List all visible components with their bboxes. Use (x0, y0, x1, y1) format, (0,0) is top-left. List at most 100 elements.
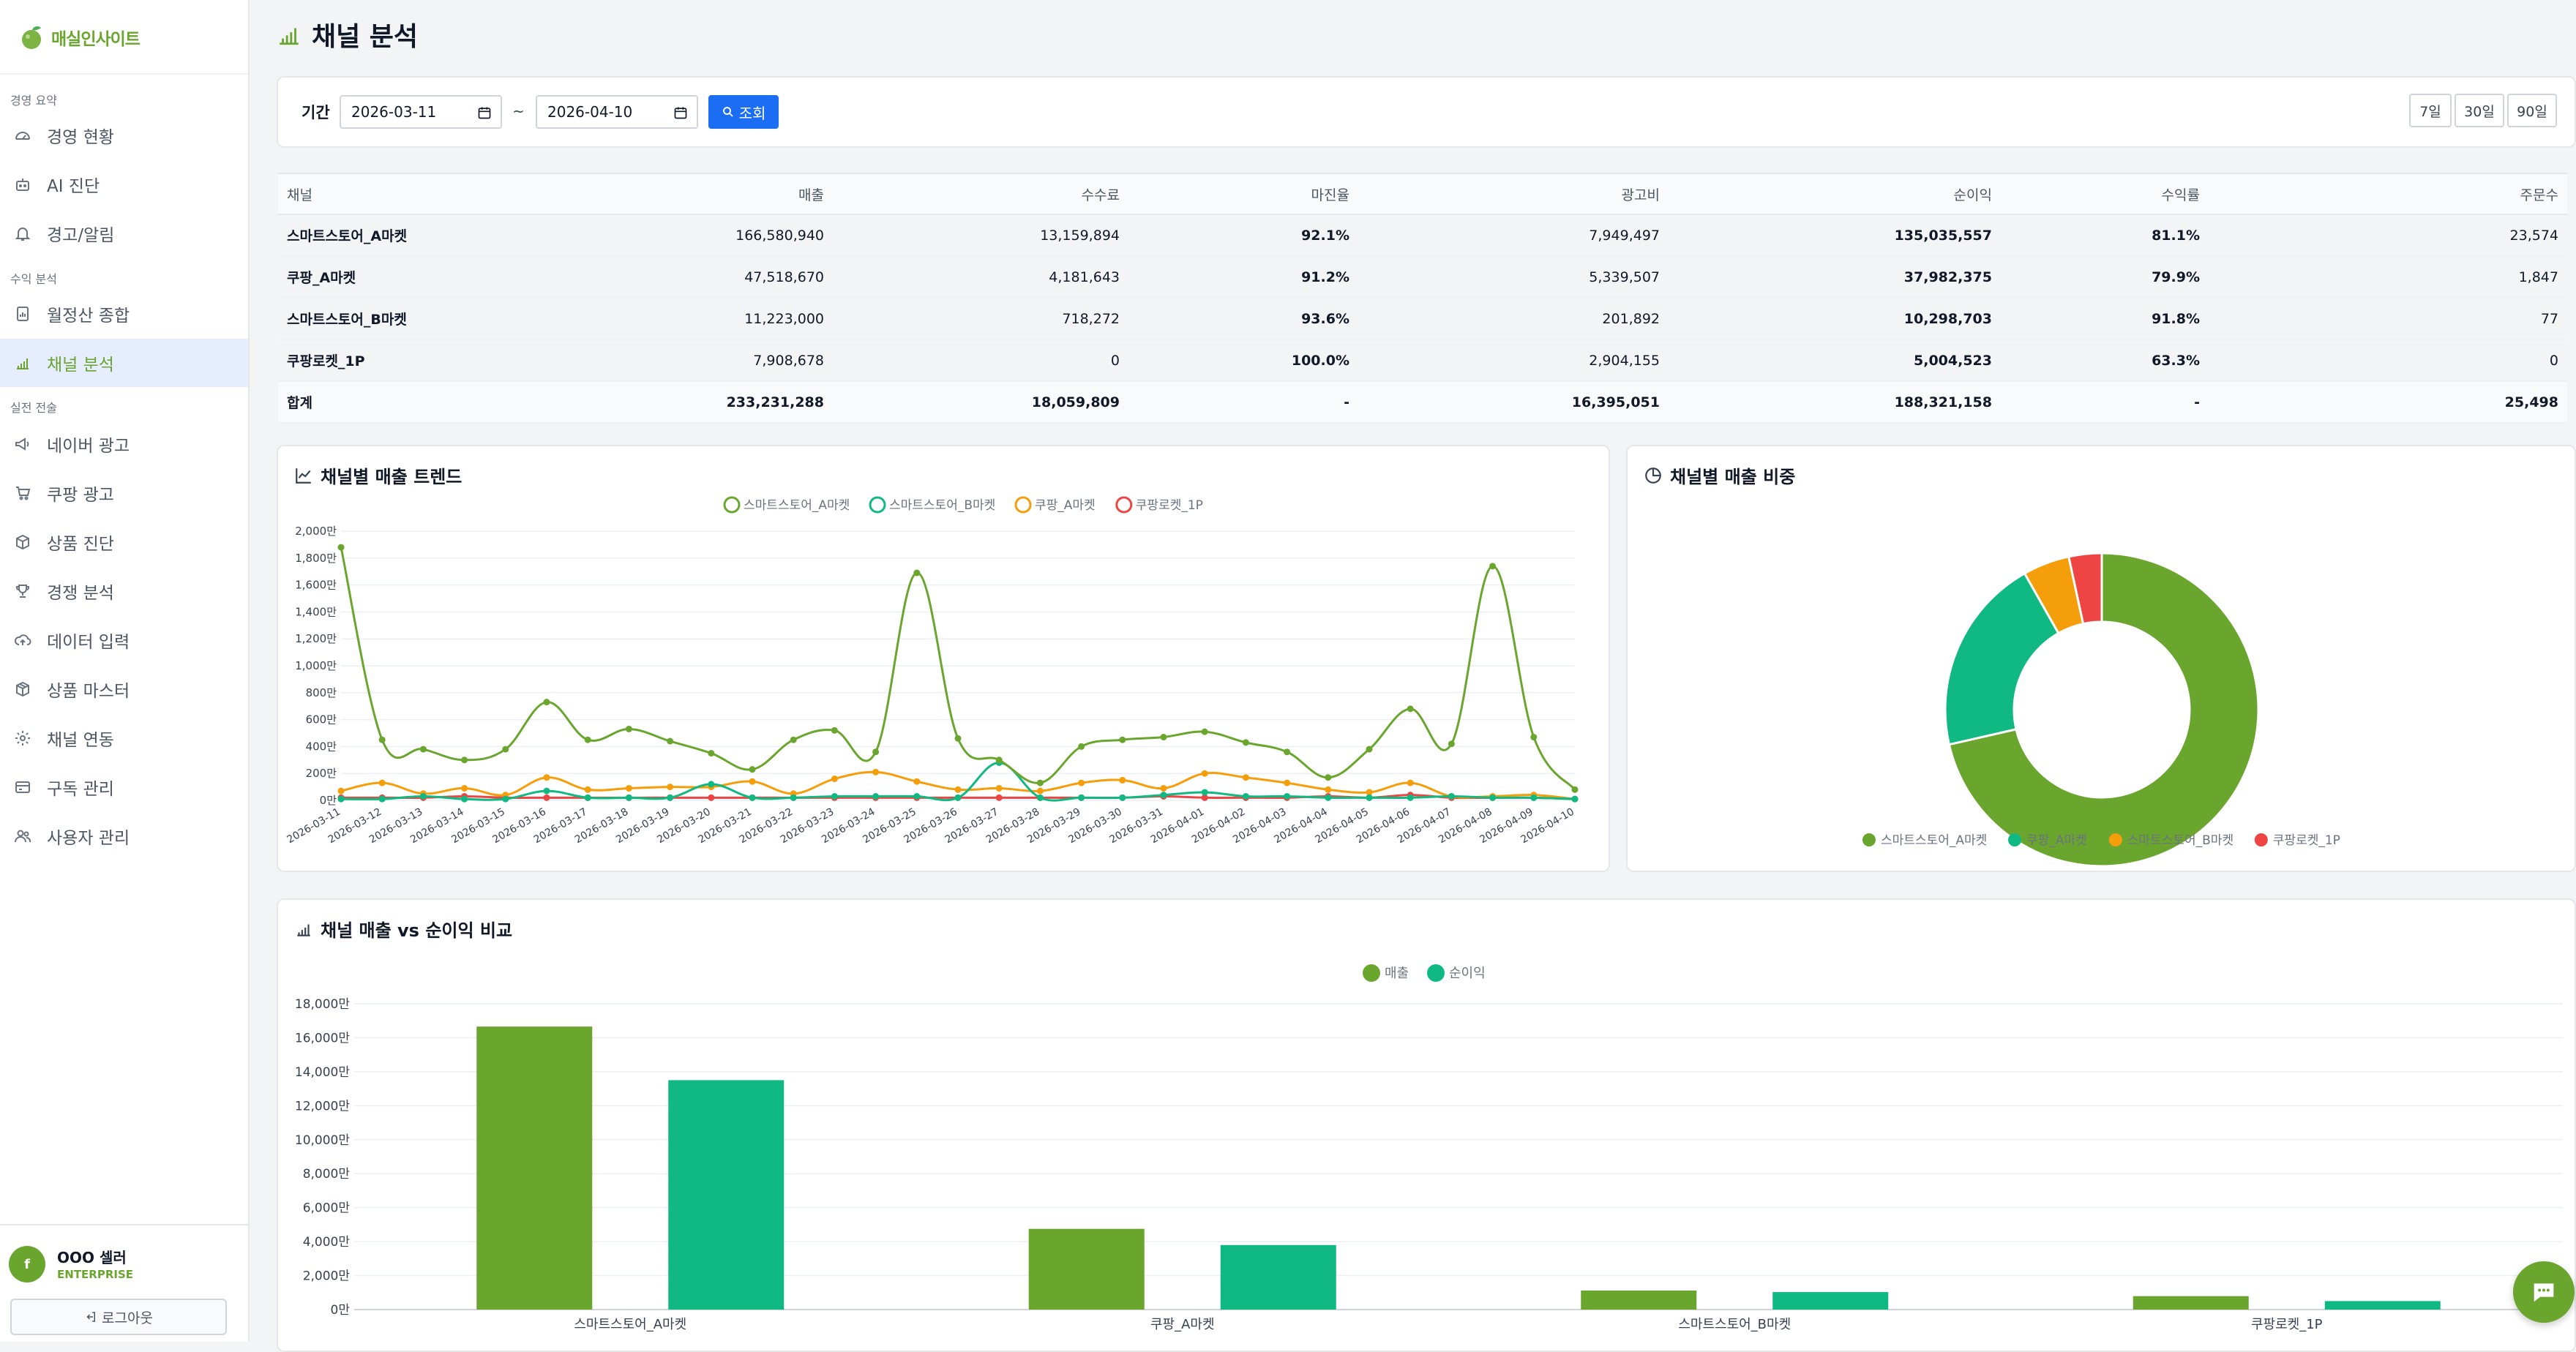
trend-chart-card: 채널별 매출 트렌드 스마트스토어_A마켓 스마트스토어_B마켓 쿠팡_A마켓 쿠팡로… (277, 445, 1610, 872)
sidebar-item-product-diagnosis[interactable]: 상품 진단 (0, 518, 248, 566)
cell-ad-cost: 2,904,155 (1358, 339, 1669, 382)
data-point (954, 735, 962, 742)
end-date-input[interactable]: 2026-04-10 (536, 95, 698, 129)
period-90d-button[interactable]: 90일 (2507, 94, 2557, 127)
col-header: 채널 (278, 173, 574, 215)
app-logo[interactable]: 매실인사이트 (19, 20, 141, 54)
user-box: f OOO 셀러 ENTERPRISE 로그아웃 (0, 1224, 248, 1335)
bar-chart-icon (297, 924, 310, 936)
col-header: 광고비 (1358, 173, 1669, 215)
period-7d-button[interactable]: 7일 (2409, 94, 2452, 127)
data-point (584, 736, 591, 743)
data-point (502, 746, 509, 753)
cloud-upload-icon (13, 631, 32, 650)
sidebar-item-overview[interactable]: 경영 현황 (0, 111, 248, 159)
data-point (625, 794, 632, 801)
date-separator: ~ (512, 102, 525, 120)
sidebar-item-channel-link[interactable]: 채널 연동 (0, 714, 248, 762)
cell-orders: 0 (2209, 339, 2567, 382)
sidebar-item-label: 사용자 관리 (47, 829, 130, 848)
y-tick-label: 16,000만 (295, 1031, 350, 1045)
nav-section-title: 경영 요약 (10, 94, 57, 108)
bar (1220, 1244, 1336, 1310)
cell-net-profit: 10,298,703 (1669, 298, 2001, 340)
pie-slice (1944, 571, 2060, 746)
cell-total-profit-rate: - (2001, 380, 2209, 424)
data-point (1160, 792, 1167, 799)
cell-margin: 91.2% (1128, 256, 1358, 298)
data-point (913, 792, 921, 800)
legend-label: 스마트스토어_A마켓 (1881, 833, 1987, 848)
sidebar-item-competition[interactable]: 경쟁 분석 (0, 567, 248, 615)
bar-chart-icon (280, 28, 299, 45)
data-point (1119, 776, 1126, 784)
cell-total-revenue: 233,231,288 (574, 380, 833, 424)
sidebar-item-alerts[interactable]: 경고/알림 (0, 209, 248, 258)
chat-button[interactable] (2513, 1261, 2575, 1323)
cell-profit-rate: 79.9% (2001, 256, 2209, 298)
sidebar-item-ai-diagnosis[interactable]: AI 진단 (0, 160, 248, 209)
cell-revenue: 47,518,670 (574, 256, 833, 298)
y-tick-label: 2,000만 (295, 525, 337, 538)
calendar-icon (478, 107, 491, 119)
sidebar-item-product-master[interactable]: 상품 마스터 (0, 665, 248, 713)
y-tick-label: 18,000만 (295, 997, 350, 1012)
bar (1028, 1228, 1145, 1310)
data-point (1530, 734, 1538, 741)
sidebar-item-coupang-ads[interactable]: 쿠팡 광고 (0, 469, 248, 517)
data-point (1530, 794, 1538, 801)
data-point (419, 746, 427, 753)
sidebar-item-label: 상품 마스터 (47, 682, 130, 701)
start-date-input[interactable]: 2026-03-11 (340, 95, 502, 129)
data-point (461, 784, 468, 792)
y-tick-label: 1,800만 (295, 552, 337, 565)
users-icon (13, 827, 32, 846)
sidebar-item-subscription[interactable]: 구독 관리 (0, 763, 248, 811)
sidebar-item-monthly[interactable]: 월정산 종합 (0, 290, 248, 338)
sidebar-item-channel-analysis[interactable]: 채널 분석 (0, 339, 248, 387)
data-point (1571, 795, 1579, 803)
sidebar-item-data-input[interactable]: 데이터 입력 (0, 616, 248, 664)
cell-fee: 4,181,643 (833, 256, 1128, 298)
y-tick-label: 200만 (306, 767, 337, 780)
cell-profit-rate: 63.3% (2001, 339, 2209, 382)
data-point (708, 794, 715, 801)
sidebar-item-label: 경고/알림 (47, 226, 115, 245)
data-point (1366, 794, 1373, 801)
data-point (1119, 736, 1126, 743)
sidebar-item-users[interactable]: 사용자 관리 (0, 812, 248, 860)
y-tick-label: 14,000만 (295, 1065, 350, 1080)
data-point (995, 794, 1003, 801)
table-row: 쿠팡로켓_1P 7,908,678 0 100.0% 2,904,155 5,0… (278, 339, 2567, 382)
period-30d-button[interactable]: 30일 (2455, 94, 2504, 127)
data-point (625, 725, 632, 732)
calendar-icon (674, 107, 687, 119)
data-point (708, 781, 715, 788)
cell-channel: 쿠팡_A마켓 (278, 256, 574, 298)
data-point (1242, 774, 1249, 781)
data-point (584, 786, 591, 793)
sidebar-item-naver-ads[interactable]: 네이버 광고 (0, 420, 248, 468)
data-point (1325, 794, 1332, 801)
y-tick-label: 1,200만 (295, 632, 337, 645)
legend-label: 스마트스토어_A마켓 (744, 498, 850, 513)
cell-margin: 100.0% (1128, 339, 1358, 382)
bar (668, 1080, 785, 1310)
data-point (954, 794, 962, 801)
data-point (995, 756, 1003, 764)
logout-button[interactable]: 로그아웃 (10, 1299, 227, 1335)
data-point (1036, 794, 1044, 801)
legend-label: 쿠팡로켓_1P (2273, 833, 2340, 848)
data-point (1078, 743, 1085, 750)
legend-label: 쿠팡_A마켓 (1035, 498, 1096, 513)
col-header: 순이익 (1669, 173, 2001, 215)
sidebar: 매실인사이트 경영 요약 경영 현황 AI 진단 경고/알림 수익 분석 월정산… (0, 0, 250, 1342)
data-point (1325, 774, 1332, 781)
share-chart-title: 채널별 매출 비중 (1644, 462, 1795, 488)
cell-net-profit: 135,035,557 (1669, 214, 2001, 257)
query-button[interactable]: 조회 (708, 95, 779, 129)
megaphone-icon (13, 435, 32, 454)
share-chart-title-text: 채널별 매출 비중 (1670, 467, 1796, 487)
cell-revenue: 166,580,940 (574, 214, 833, 257)
data-point (1160, 784, 1167, 792)
